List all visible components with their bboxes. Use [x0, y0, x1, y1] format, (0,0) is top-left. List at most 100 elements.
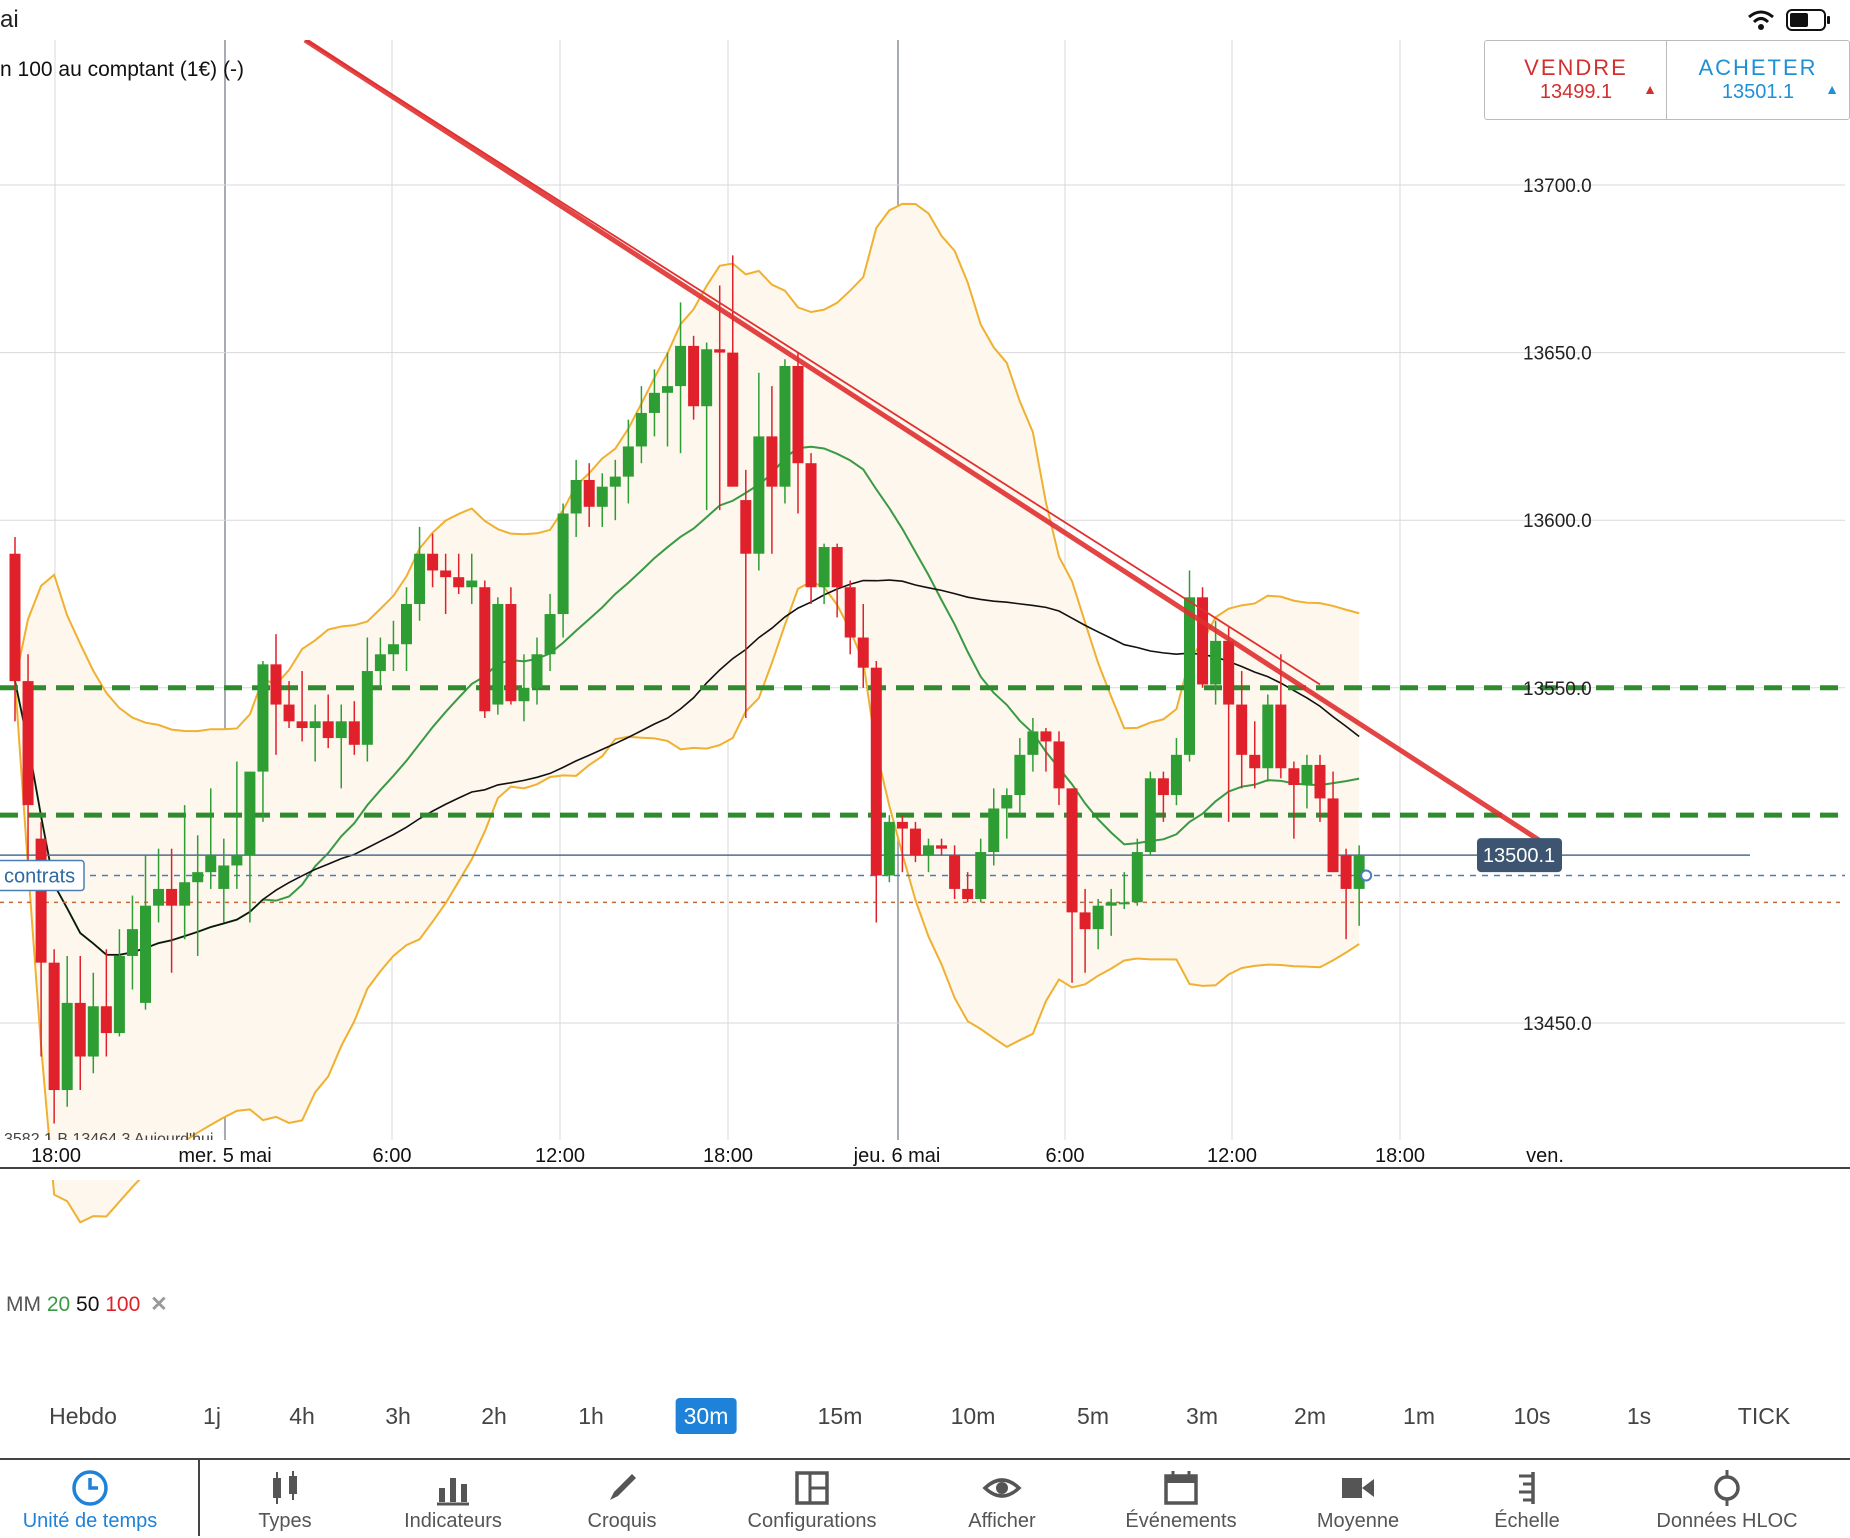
candle-body [427, 553, 439, 571]
candle [909, 821, 921, 863]
candle-body [870, 667, 882, 876]
candle-body [675, 345, 687, 387]
candle-body [453, 577, 465, 588]
candle-body [831, 547, 843, 588]
timeframe-10m[interactable]: 10m [950, 1403, 996, 1429]
timeframe-1m[interactable]: 1m [1403, 1403, 1435, 1429]
candle [492, 597, 504, 715]
x-axis-label: 18:00 [703, 1145, 753, 1167]
candle-body [48, 962, 60, 1091]
timeframe-3m[interactable]: 3m [1186, 1403, 1218, 1429]
timeframe-10s[interactable]: 10s [1513, 1403, 1551, 1429]
candle [61, 955, 73, 1107]
timeframe-tick[interactable]: TICK [1737, 1403, 1791, 1429]
candle [844, 580, 856, 655]
current-price-tag [1477, 838, 1562, 873]
candle [1118, 872, 1130, 910]
candle-body [374, 654, 386, 672]
candle [414, 526, 426, 621]
candle [1340, 848, 1352, 940]
candle-body [1197, 597, 1209, 685]
bars-icon [437, 1478, 469, 1506]
candle [1001, 788, 1013, 839]
candle-body [22, 681, 34, 806]
candle-body [1066, 788, 1078, 913]
candle [1327, 771, 1339, 873]
candle [727, 255, 739, 487]
timeframe-2m[interactable]: 2m [1294, 1403, 1326, 1429]
toolbar-pencil-button[interactable]: Croquis [532, 1468, 712, 1533]
candle-body [949, 855, 961, 889]
candle-body [531, 654, 543, 688]
candle-body [896, 821, 908, 829]
toolbar-crosshair-button[interactable]: Données HLOC [1637, 1468, 1817, 1533]
toolbar-label: Indicateurs [404, 1510, 502, 1532]
timeframe-3h[interactable]: 3h [385, 1403, 411, 1429]
toolbar-label: Échelle [1494, 1510, 1560, 1532]
toolbar-bars-button[interactable]: Indicateurs [363, 1468, 543, 1533]
toolbar-scale-button[interactable]: Échelle [1437, 1468, 1617, 1533]
price-chart[interactable]: n 100 au comptant (1€) (-) 13700.0 13650.0… [0, 40, 1850, 1380]
sell-arrow-icon: ▲ [1643, 81, 1657, 97]
candle-body [792, 366, 804, 464]
candle [805, 453, 817, 604]
candle-body [1092, 905, 1104, 930]
timeframe-2h[interactable]: 2h [481, 1403, 507, 1429]
toolbar-eye-button[interactable]: Afficher [912, 1468, 1092, 1533]
candle [479, 580, 491, 718]
toolbar-label: Événements [1125, 1510, 1237, 1532]
buy-button[interactable]: ACHETER 13501.1 ▲ [1666, 40, 1850, 120]
candle-body [1157, 778, 1169, 796]
timeframe-5m[interactable]: 5m [1077, 1403, 1109, 1429]
toolbar-video-button[interactable]: Moyenne [1268, 1468, 1448, 1533]
candle [648, 369, 660, 437]
timeframe-4h[interactable]: 4h [289, 1403, 315, 1429]
x-axis-band [0, 1140, 1850, 1180]
eye-icon [982, 1478, 1022, 1498]
candle-body [257, 664, 269, 772]
candle-body [648, 392, 660, 413]
position-marker [1360, 869, 1373, 882]
candle-body [740, 500, 752, 554]
timeframe-1s[interactable]: 1s [1626, 1403, 1652, 1429]
scale-icon [1519, 1472, 1535, 1504]
candle-body [153, 888, 165, 906]
candle-body [923, 845, 934, 856]
candle-body [100, 1006, 112, 1034]
candle-body [962, 888, 974, 899]
candle-body [544, 614, 556, 655]
candle [296, 671, 308, 742]
toolbar-candles-button[interactable]: Types [195, 1468, 375, 1533]
toolbar-label: Afficher [968, 1510, 1036, 1532]
candles-icon [273, 1471, 297, 1504]
candle-body [505, 604, 517, 702]
toolbar-calendar-button[interactable]: Événements [1091, 1468, 1271, 1533]
candle-body [1262, 704, 1274, 769]
close-icon[interactable]: ✕ [150, 1293, 168, 1316]
candle-body [296, 721, 308, 729]
toolbar-layout-button[interactable]: Configurations [722, 1468, 902, 1533]
sell-button[interactable]: VENDRE 13499.1 ▲ [1484, 40, 1668, 120]
toolbar-clock-button[interactable]: Unité de temps [0, 1468, 180, 1533]
candle [218, 838, 230, 923]
toolbar-label: Croquis [587, 1510, 657, 1532]
timeframe-15m[interactable]: 15m [817, 1403, 863, 1429]
candle-body [714, 349, 726, 353]
candle [766, 386, 778, 554]
candle [453, 553, 465, 594]
candle [518, 654, 530, 722]
current-price-label: 13500.1 [1483, 845, 1555, 867]
timeframe-1j[interactable]: 1j [203, 1403, 221, 1429]
candle [1170, 738, 1182, 806]
candle [831, 543, 843, 618]
candle-body [1353, 855, 1365, 889]
candle-body [1170, 754, 1182, 796]
timeframe-30m[interactable]: 30m [675, 1398, 737, 1434]
candle-body [466, 580, 478, 588]
candle-body [596, 486, 608, 507]
candle-body [179, 882, 191, 906]
toolbar-label: Configurations [747, 1510, 877, 1532]
candle-body [936, 845, 948, 849]
timeframe-hebdo[interactable]: Hebdo [49, 1403, 117, 1429]
timeframe-1h[interactable]: 1h [578, 1403, 604, 1429]
